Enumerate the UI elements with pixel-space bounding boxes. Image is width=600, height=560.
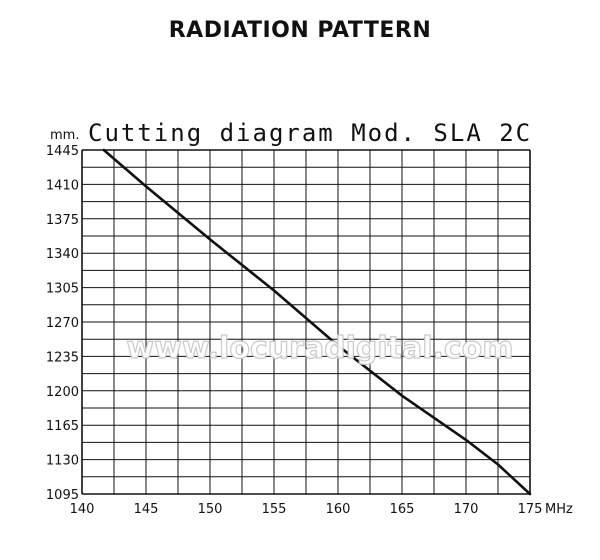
x-tick-label-170: 170 — [454, 502, 479, 517]
x-axis-unit: MHz — [545, 502, 573, 517]
y-tick-label-1270: 1270 — [46, 316, 79, 331]
x-tick-label-145: 145 — [134, 502, 159, 517]
y-tick-label-1340: 1340 — [46, 247, 79, 262]
x-tick-label-140: 140 — [70, 502, 95, 517]
page-heading: RADIATION PATTERN — [168, 18, 432, 43]
grid — [81, 149, 531, 495]
y-tick-label-1200: 1200 — [46, 385, 79, 400]
x-tick-labels: 140 145 150 155 160 165 170 175 — [70, 502, 543, 517]
y-axis-unit: mm. — [50, 128, 79, 143]
y-tick-label-1305: 1305 — [46, 282, 79, 297]
x-tick-label-155: 155 — [262, 502, 287, 517]
series-group — [102, 148, 532, 496]
y-tick-label-1235: 1235 — [46, 350, 79, 365]
x-tick-label-165: 165 — [390, 502, 415, 517]
y-tick-label-1130: 1130 — [46, 454, 79, 469]
y-tick-label-1375: 1375 — [46, 213, 79, 228]
series-line-0 — [102, 148, 532, 496]
y-tick-labels: 1445 1410 1375 1340 1305 1270 1235 1200 1165 1130… — [46, 144, 79, 503]
y-tick-label-1445: 1445 — [46, 144, 79, 159]
x-tick-label-160: 160 — [326, 502, 351, 517]
y-tick-label-1410: 1410 — [46, 178, 79, 193]
watermark: www.locuradigital.com — [126, 331, 513, 366]
x-tick-label-150: 150 — [198, 502, 223, 517]
chart-title: Cutting diagram Mod. SLA 2C — [88, 119, 532, 147]
y-tick-label-1095: 1095 — [46, 488, 79, 503]
x-tick-label-175: 175 — [518, 502, 543, 517]
y-tick-label-1165: 1165 — [46, 419, 79, 434]
